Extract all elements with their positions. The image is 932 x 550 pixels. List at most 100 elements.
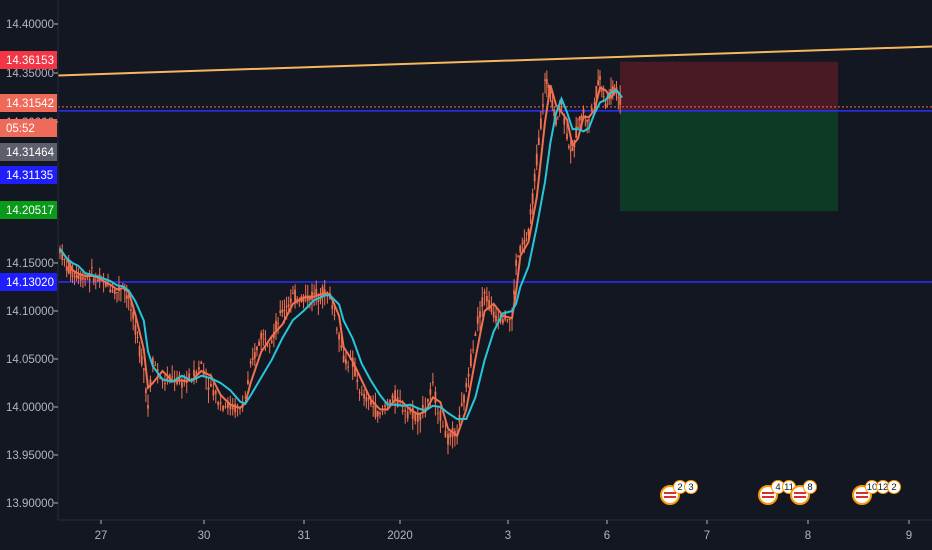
candle-body	[556, 116, 559, 118]
candle-body	[331, 305, 334, 310]
economic-event-group[interactable]: 4 11	[758, 480, 796, 505]
candle-body	[429, 389, 432, 395]
candle-body	[463, 395, 465, 403]
candle-body	[521, 243, 524, 245]
candle-body	[317, 300, 320, 302]
x-tick-label: 2020	[387, 530, 413, 542]
y-tick-label: 14.10000	[6, 306, 54, 318]
candle-body	[597, 80, 600, 86]
candle-body	[195, 371, 198, 377]
event-count-badge[interactable]	[684, 480, 698, 494]
moving-averages	[59, 85, 623, 438]
candle-body	[342, 355, 345, 363]
candle-body	[285, 306, 288, 308]
price-tag	[0, 201, 57, 219]
candle-body	[67, 265, 70, 273]
candle-body	[483, 291, 486, 294]
candle-body	[212, 390, 215, 396]
candle-body	[173, 381, 176, 383]
trendline-line[interactable]	[57, 45, 932, 77]
candle-body	[367, 398, 370, 400]
position-box[interactable]	[620, 61, 838, 212]
candle-body	[197, 367, 200, 370]
candle-body	[304, 295, 307, 298]
economic-event-group[interactable]: 10 12 2	[852, 480, 901, 505]
candle-body	[333, 314, 336, 316]
candle-body	[569, 150, 572, 152]
event-count-label: 12	[878, 482, 889, 493]
candle-body	[447, 434, 449, 445]
candle-body	[268, 345, 271, 347]
candle-body	[372, 406, 375, 408]
x-tick-label: 3	[505, 530, 511, 542]
candle-body	[481, 297, 484, 307]
us-flag-stripe	[762, 492, 774, 494]
candle-body	[588, 119, 590, 121]
economic-event-group[interactable]: 8	[790, 480, 817, 505]
candle-body	[370, 400, 372, 405]
candle-body	[444, 430, 447, 438]
event-icons[interactable]: 2 3 4 11 8 10 12 2	[660, 480, 901, 505]
candle-body	[262, 333, 265, 335]
candle-body	[308, 296, 311, 300]
candle-body	[247, 380, 249, 385]
candle-body	[604, 103, 607, 107]
candle-body	[404, 410, 407, 412]
candle-body	[525, 238, 528, 240]
candle-body	[306, 295, 309, 302]
candle-body	[582, 108, 585, 113]
fast-moving-average	[59, 85, 623, 438]
price-tag	[0, 51, 57, 69]
x-axis[interactable]: 27 30 31 2020 3 6 7 8 9	[95, 520, 913, 542]
candle-body	[79, 273, 82, 281]
candle-body	[580, 115, 583, 118]
candle-body	[61, 250, 64, 260]
candle-body	[535, 153, 538, 166]
event-count-badge[interactable]	[803, 480, 817, 494]
candle-body	[611, 86, 614, 95]
candle-body	[391, 394, 394, 400]
candle-body	[542, 104, 544, 106]
candle-body	[442, 426, 444, 428]
candle-body	[537, 137, 540, 145]
candle-body	[275, 320, 277, 331]
candle-body	[379, 412, 381, 415]
candle-body	[566, 133, 568, 140]
candle-body	[485, 295, 488, 302]
candle-body	[340, 345, 343, 348]
candle-body	[154, 364, 157, 366]
take-profit-zone[interactable]	[620, 110, 838, 212]
trendline[interactable]	[57, 45, 932, 77]
slow-moving-average	[59, 88, 623, 420]
candle-body	[365, 397, 368, 402]
candle-body	[508, 318, 511, 320]
candle-body	[560, 103, 563, 105]
candle-body	[323, 289, 326, 295]
us-flag-stripe	[856, 492, 868, 494]
candle-body	[519, 245, 522, 253]
candle-body	[571, 147, 574, 151]
candle-body	[439, 410, 442, 421]
candle-body	[527, 228, 530, 236]
candle-body	[111, 290, 114, 292]
candle-body	[599, 76, 601, 80]
candle-body	[171, 376, 174, 378]
candle-body	[109, 289, 112, 293]
event-count-badge[interactable]	[887, 480, 901, 494]
candle-body	[360, 393, 363, 395]
stop-loss-zone[interactable]	[620, 61, 838, 111]
candle-body	[270, 341, 273, 343]
candle-body	[136, 336, 139, 338]
horizontal-lines[interactable]	[58, 106, 932, 283]
candle-body	[490, 306, 493, 313]
candle-body	[335, 328, 338, 330]
x-tick-label: 6	[604, 530, 610, 542]
candle-body	[517, 255, 520, 257]
candle-body	[92, 278, 95, 283]
x-tick-label: 8	[805, 530, 811, 542]
candle-body	[296, 298, 299, 301]
candle-body	[321, 286, 324, 298]
candle-body	[214, 390, 217, 395]
